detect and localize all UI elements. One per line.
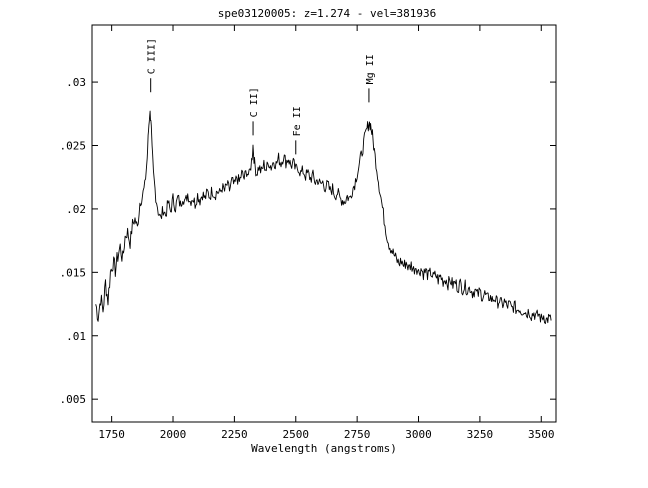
plot-frame (91, 24, 557, 423)
y-tick-label: .015 (60, 266, 87, 279)
chart-title: spe03120005: z=1.274 - vel=381936 (218, 7, 437, 20)
y-tick-label: .01 (66, 330, 86, 343)
x-tick-label: 2000 (160, 428, 187, 441)
x-tick-label: 3250 (467, 428, 494, 441)
x-tick-label: 1750 (98, 428, 125, 441)
x-tick-label: 3000 (405, 428, 432, 441)
emission-line-label: Mg II (365, 54, 376, 84)
emission-line-label: C III] (147, 38, 158, 74)
y-tick-label: .005 (60, 393, 87, 406)
x-axis-label: Wavelength (angstroms) (251, 442, 397, 455)
y-tick-label: .025 (60, 139, 87, 152)
emission-line-labels: C III] C II] Fe II Mg II (147, 38, 376, 155)
x-axis-ticks: 1750 2000 2250 2500 2750 3000 3250 3500 (98, 25, 555, 441)
spectrum-series-line (95, 110, 552, 325)
x-tick-label: 2500 (283, 428, 310, 441)
y-tick-label: .02 (66, 203, 86, 216)
y-axis-ticks: .005 .01 .015 .02 .025 .03 (60, 76, 556, 406)
emission-line-label: C II] (249, 87, 260, 117)
x-tick-label: 2750 (344, 428, 371, 441)
x-tick-label: 2250 (221, 428, 248, 441)
x-tick-label: 3500 (528, 428, 555, 441)
y-tick-label: .03 (66, 76, 86, 89)
emission-line-label: Fe II (292, 106, 303, 136)
